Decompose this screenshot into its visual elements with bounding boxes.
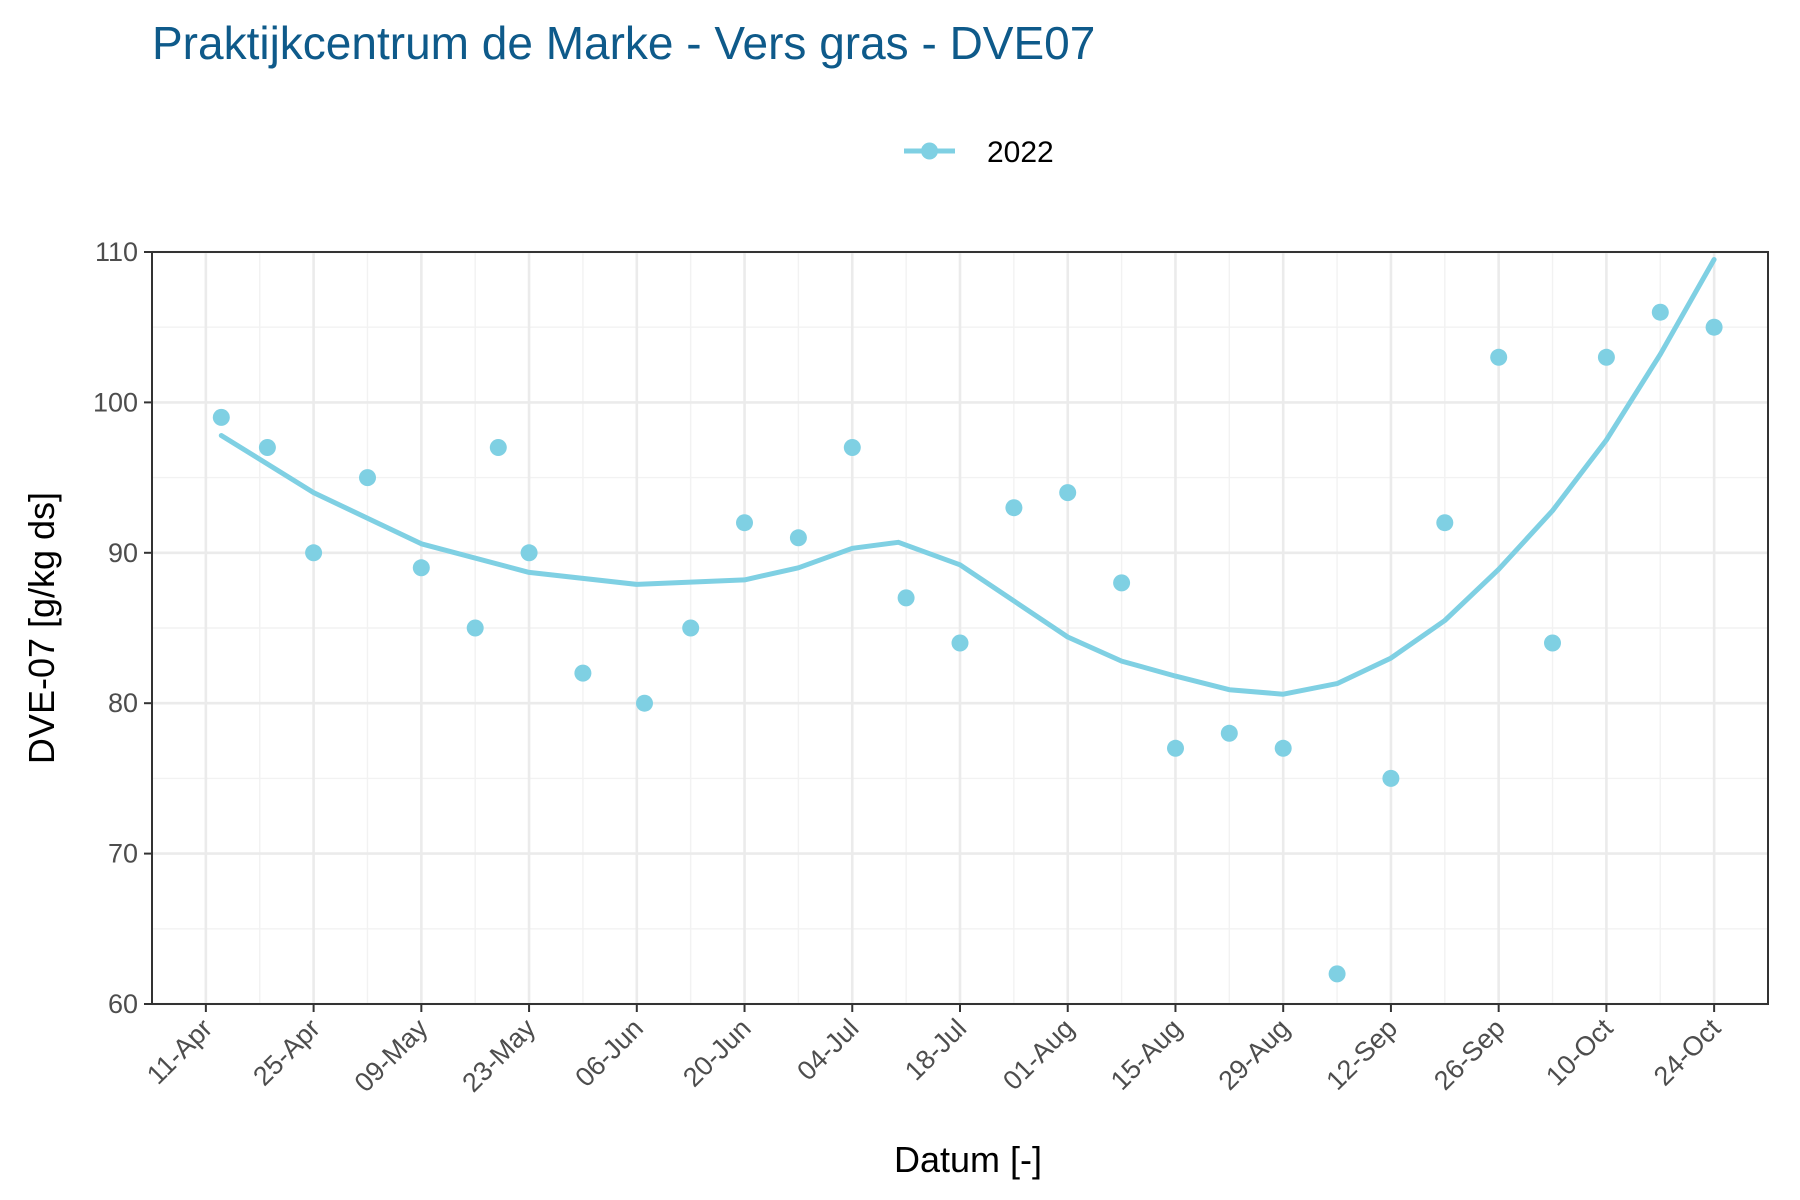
grid (152, 250, 1768, 1006)
x-tick-label: 29-Aug (1213, 1013, 1296, 1096)
data-point (1274, 739, 1292, 757)
x-tick-label: 20-Jun (677, 1013, 757, 1093)
data-point (736, 514, 753, 532)
x-tick-label: 04-Jul (791, 1013, 864, 1086)
data-point (1005, 499, 1023, 517)
x-tick-label: 15-Aug (1105, 1013, 1188, 1096)
y-axis-title: DVE-07 [g/kg ds] (21, 492, 62, 764)
y-tick-labels: 60 70 80 90 100 110 (93, 237, 152, 1019)
data-point (1113, 574, 1131, 592)
y-tick-label: 80 (108, 688, 138, 718)
trend-line (218, 257, 1717, 697)
data-point (1705, 318, 1723, 336)
x-tick-label: 06-Jun (569, 1013, 649, 1093)
data-point (212, 408, 230, 426)
chart-title: Praktijkcentrum de Marke - Vers gras - D… (152, 17, 1095, 69)
x-tick-label: 11-Apr (141, 1013, 218, 1090)
x-tick-label: 09-May (349, 1013, 434, 1098)
data-point (1328, 965, 1346, 983)
data-point (574, 664, 592, 682)
data-point (305, 544, 323, 562)
data-point (897, 589, 915, 607)
x-axis-title: Datum [-] (894, 1139, 1042, 1180)
data-point (1490, 348, 1508, 366)
y-tick-label: 110 (95, 237, 138, 267)
y-tick-label: 100 (93, 387, 138, 417)
data-point (789, 529, 807, 547)
x-tick-label: 25-Apr (247, 1013, 326, 1092)
y-tick-label: 70 (108, 839, 138, 869)
legend-label-2022: 2022 (987, 136, 1054, 169)
x-tick-label: 10-Oct (1540, 1013, 1619, 1092)
data-point (682, 619, 700, 637)
data-point (636, 694, 653, 712)
y-tick-label: 90 (108, 538, 138, 568)
data-point (412, 559, 430, 577)
data-point (1382, 769, 1400, 787)
x-tick-label: 23-May (456, 1013, 541, 1098)
x-tick-label: 18-Jul (899, 1013, 972, 1086)
data-point (359, 469, 376, 487)
y-tick-label: 60 (108, 989, 138, 1019)
x-tick-label: 24-Oct (1648, 1013, 1727, 1092)
data-point (489, 439, 507, 456)
x-tick-label: 01-Aug (997, 1013, 1080, 1096)
data-points (212, 303, 1723, 983)
data-point (843, 439, 861, 456)
legend: 2022 (904, 136, 1054, 169)
x-tick-label: 26-Sep (1428, 1013, 1511, 1096)
x-tick-labels: 11-Apr 25-Apr 09-May 23-May 06-Jun 20-Jun 04-J… (141, 1004, 1727, 1098)
x-tick-label: 12-Sep (1320, 1013, 1403, 1096)
data-point (1167, 739, 1184, 757)
data-point (1651, 303, 1669, 321)
data-point (1436, 514, 1454, 532)
data-point (951, 634, 969, 652)
data-point (1059, 484, 1077, 502)
legend-key-point (921, 142, 938, 160)
data-point (466, 619, 484, 637)
data-point (1544, 634, 1561, 652)
plot-panel-border (151, 251, 1769, 1005)
data-point (1220, 724, 1238, 742)
data-point (1597, 348, 1615, 366)
data-point (520, 544, 538, 562)
data-point (258, 439, 276, 456)
